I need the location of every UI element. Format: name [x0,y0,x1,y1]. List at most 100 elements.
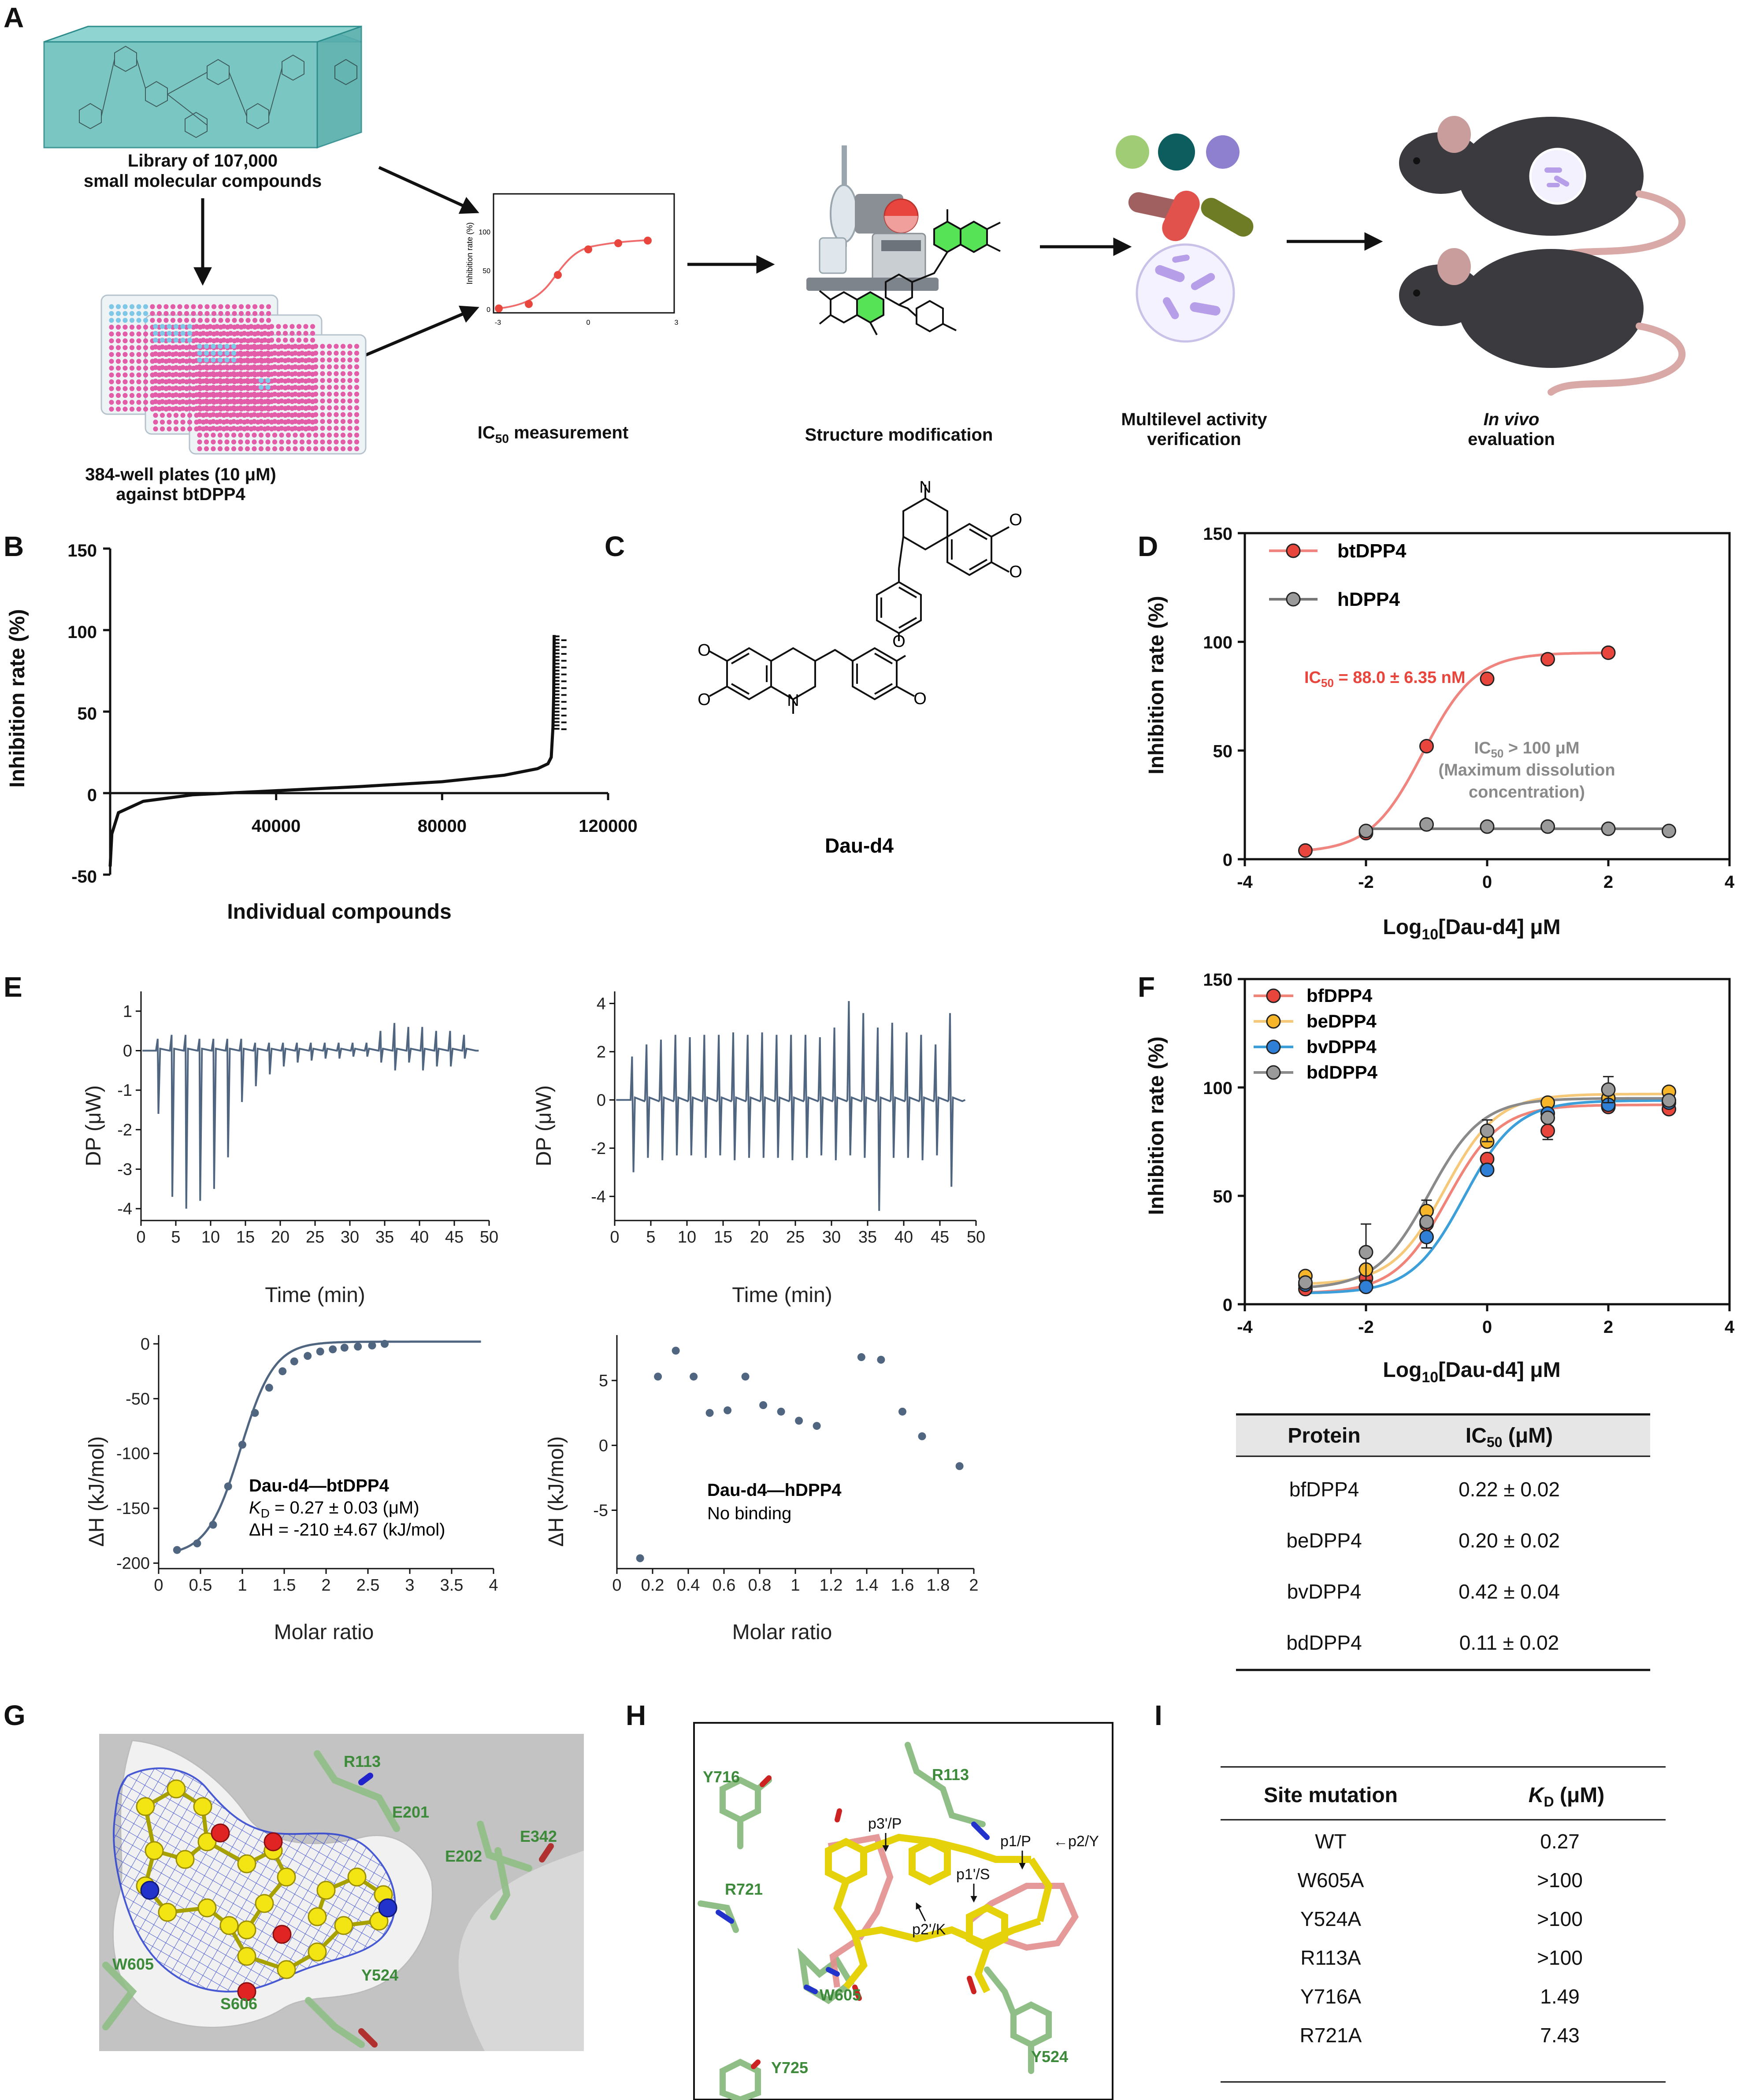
well [224,432,230,438]
d-xtick-label: 0 [1482,872,1492,892]
panel-label-f: F [1138,971,1155,1003]
well [272,378,278,383]
well [238,350,243,356]
well [197,391,202,397]
e-bl-ylabel: ΔH (kJ/mol) [85,1436,108,1547]
well [160,338,165,343]
d-h-point [1601,821,1616,836]
e-bl-ytick-label: -50 [126,1390,150,1408]
well [109,352,114,357]
well [354,419,360,424]
well [334,357,339,363]
well [354,446,360,452]
i-cell: 7.43 [1540,2024,1580,2047]
e-bl-point [238,1440,246,1449]
well [180,399,186,404]
b-dash-mark [553,653,560,655]
well [153,385,158,391]
f-xtick-label: -4 [1237,1317,1253,1337]
well [286,357,291,363]
well [340,391,346,397]
b-ytick-label: 150 [67,541,97,560]
well [191,318,196,323]
well [249,330,254,336]
plates-caption-2: against btDPP4 [116,485,245,504]
i-col-mutation: Site mutation [1264,1784,1398,1807]
well [173,351,179,356]
b-dash-mark [553,711,560,713]
e-br-point [898,1407,906,1416]
e-bl-point [340,1343,349,1352]
well [245,419,250,424]
well [279,412,284,417]
mini-ytick-100: 100 [479,229,490,236]
well [245,426,250,431]
well [204,419,209,424]
well [238,412,243,417]
well [279,439,284,445]
well [306,344,312,349]
well [150,318,155,323]
d-h-point [1662,824,1676,839]
g-carbon-atom [308,1942,327,1962]
e-tr-ylabel: DP (μW) [532,1085,556,1166]
well [122,311,128,316]
well [180,412,186,418]
f-table-cell: 0.42 ± 0.04 [1459,1580,1560,1603]
well [115,311,121,316]
well [211,405,216,411]
f-point-bvDPP4 [1419,1229,1434,1244]
i-cell: Y716A [1300,1985,1361,2008]
well [177,311,182,316]
well [115,406,121,412]
well [143,372,148,378]
well [252,357,257,363]
well [109,386,114,391]
well [245,412,250,417]
g-carbon-atom [369,1911,389,1931]
well [347,344,353,349]
well [293,364,298,370]
well [187,344,193,350]
well [194,324,199,329]
f-point-bdDPP4 [1540,1110,1555,1125]
well [180,358,186,364]
i-cell: 0.27 [1540,1830,1580,1853]
d-xtick-label: 4 [1725,872,1735,892]
d-h-point [1540,819,1555,834]
f-point-bdDPP4 [1601,1082,1616,1097]
well [327,378,332,383]
well [231,426,237,431]
c-atom-o1: O [698,641,711,660]
well [187,426,193,432]
well [306,426,312,431]
well [150,311,155,316]
well [265,391,271,397]
well [115,393,121,398]
well [272,364,278,370]
well [231,419,237,424]
b-axes: -50 0 50 100 150 40000 80000 120000 [67,541,637,887]
well [197,432,202,438]
well [231,439,237,445]
well [167,344,172,350]
g-res-r113: R113 [344,1752,381,1770]
well [211,412,216,417]
well [252,398,257,404]
well [143,318,148,323]
b-ylabel: Inhibition rate (%) [6,609,29,787]
well [279,350,284,356]
well [211,364,216,370]
e-br-point [857,1353,865,1362]
well [279,419,284,424]
i-cell: WT [1315,1830,1347,1853]
well [200,330,206,336]
f-table-col-protein: Protein [1288,1424,1360,1447]
well [347,412,353,417]
well [306,350,312,356]
e-tl-xlabel: Time (min) [265,1284,365,1307]
well [259,318,264,323]
well [167,358,172,364]
well [258,398,264,404]
e-tl-xtick-label: 35 [375,1228,394,1247]
